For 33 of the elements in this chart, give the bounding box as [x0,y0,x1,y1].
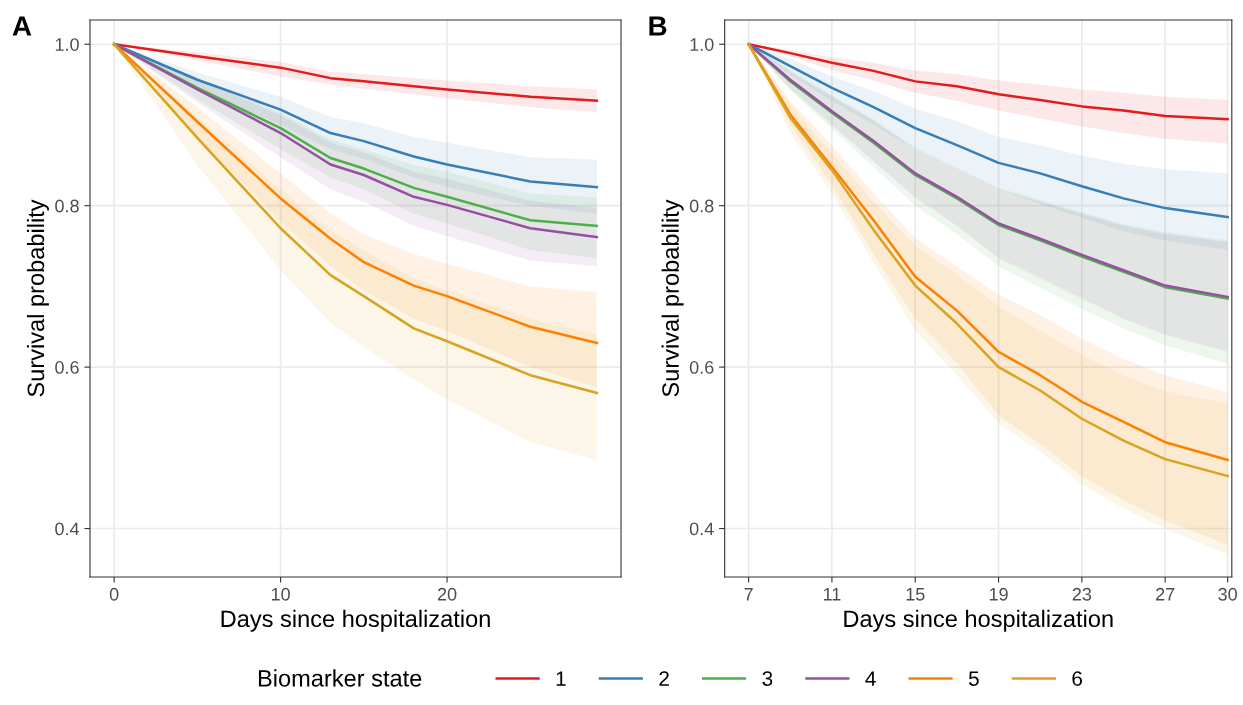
x-axis-title: Days since hospitalization [844,609,1113,632]
y-tick-label: 0.8 [689,199,714,213]
x-tick-label: 0 [109,587,119,601]
y-tick-label: 0.6 [55,361,79,374]
y-tick-label: 1.0 [55,38,79,51]
line-series [112,42,599,189]
y-axis-title: Survival probability [26,199,49,397]
x-tick-label: 27 [1156,587,1175,601]
legend-title: Biomarker state [258,669,422,687]
x-tick-label: 20 [437,587,457,601]
line-series [747,42,1229,121]
legend-label: 1 [556,671,566,686]
chart-title: B [649,16,667,36]
y-tick-label: 0.4 [689,522,714,536]
legend-label: 2 [659,671,669,686]
x-tick-label: 30 [1218,587,1237,601]
x-axis-title: Days since hospitalization [221,609,490,632]
legend-label: 5 [968,671,979,686]
x-tick-label: 23 [1072,587,1092,601]
y-tick-label: 0.8 [55,199,79,213]
x-tick-label: 19 [989,587,1008,601]
legend-label: 3 [762,671,773,686]
legend-label: 6 [1072,671,1083,686]
y-tick-label: 1.0 [690,38,714,51]
chart-title: A [12,16,32,36]
x-tick-label: 15 [906,588,925,601]
y-tick-label: 0.6 [689,361,714,374]
x-tick-label: 7 [744,588,753,601]
legend-label: 4 [865,671,876,686]
x-tick-label: 10 [271,587,290,601]
y-tick-label: 0.4 [55,522,80,536]
x-tick-label: 11 [823,588,841,601]
y-axis-title: Survival probability [661,199,684,397]
